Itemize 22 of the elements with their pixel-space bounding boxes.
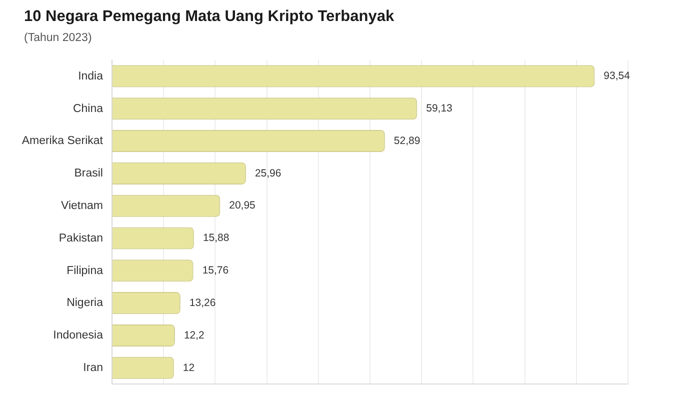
data-label: 52,89 [394,134,420,147]
y-tick-label: Filipina [66,264,104,277]
chart-subtitle: (Tahun 2023) [24,32,92,44]
y-tick-label: Pakistan [58,232,103,244]
data-label: 59,13 [426,102,453,115]
data-label: 12 [182,362,195,374]
data-label: 15,76 [202,264,229,277]
data-label: 15,88 [202,232,230,244]
y-tick-label: India [78,70,104,82]
data-label: 25,96 [254,167,282,180]
data-label: 12,2 [184,329,205,342]
y-tick-label: Brasil [74,168,103,180]
y-tick-label: Indonesia [53,330,104,342]
y-tick-label: Iran [83,362,103,374]
data-label: 93,54 [604,70,630,82]
y-tick-label: Nigeria [66,297,104,310]
chart-title: 10 Negara Pemegang Mata Uang Kripto Terbanyak [24,8,394,26]
y-tick-label: China [72,102,104,115]
y-tick-label: Amerika Serikat [22,135,104,148]
y-tick-label: Vietnam [61,200,103,212]
data-label: 20,95 [229,200,256,212]
data-label: 13,26 [189,296,216,309]
